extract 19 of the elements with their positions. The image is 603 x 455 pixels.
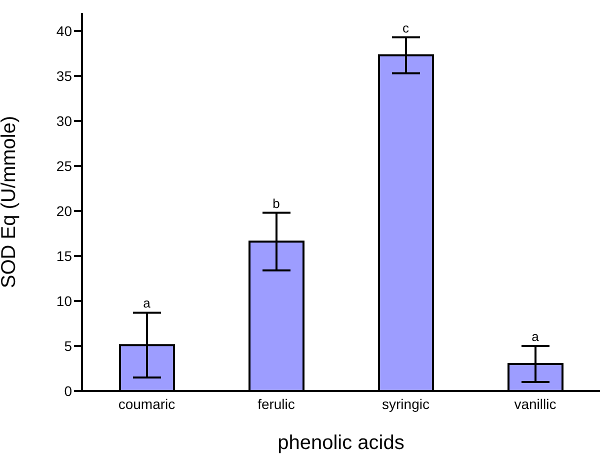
x-tick-label: coumaric (118, 396, 176, 412)
x-tick-label: vanillic (514, 396, 556, 412)
y-tick-label: 10 (56, 292, 72, 309)
y-tick-label: 30 (56, 112, 72, 129)
y-tick-label: 40 (56, 22, 72, 39)
x-axis-title: phenolic acids (278, 432, 404, 454)
y-tick-label: 5 (64, 338, 72, 354)
x-tick-label: syringic (382, 396, 430, 412)
y-axis-title: SOD Eq (U/mmole) (0, 116, 20, 288)
y-tick-label: 0 (64, 382, 72, 399)
y-tick-label: 15 (56, 248, 72, 264)
annotation: c (402, 20, 410, 36)
y-tick-label: 25 (56, 158, 72, 174)
annotation: a (143, 296, 152, 311)
annotation: b (272, 196, 280, 211)
x-tick-label: ferulic (258, 396, 295, 412)
y-tick-label: 35 (56, 68, 72, 84)
y-tick-label: 20 (56, 202, 72, 219)
annotation: a (532, 329, 540, 344)
